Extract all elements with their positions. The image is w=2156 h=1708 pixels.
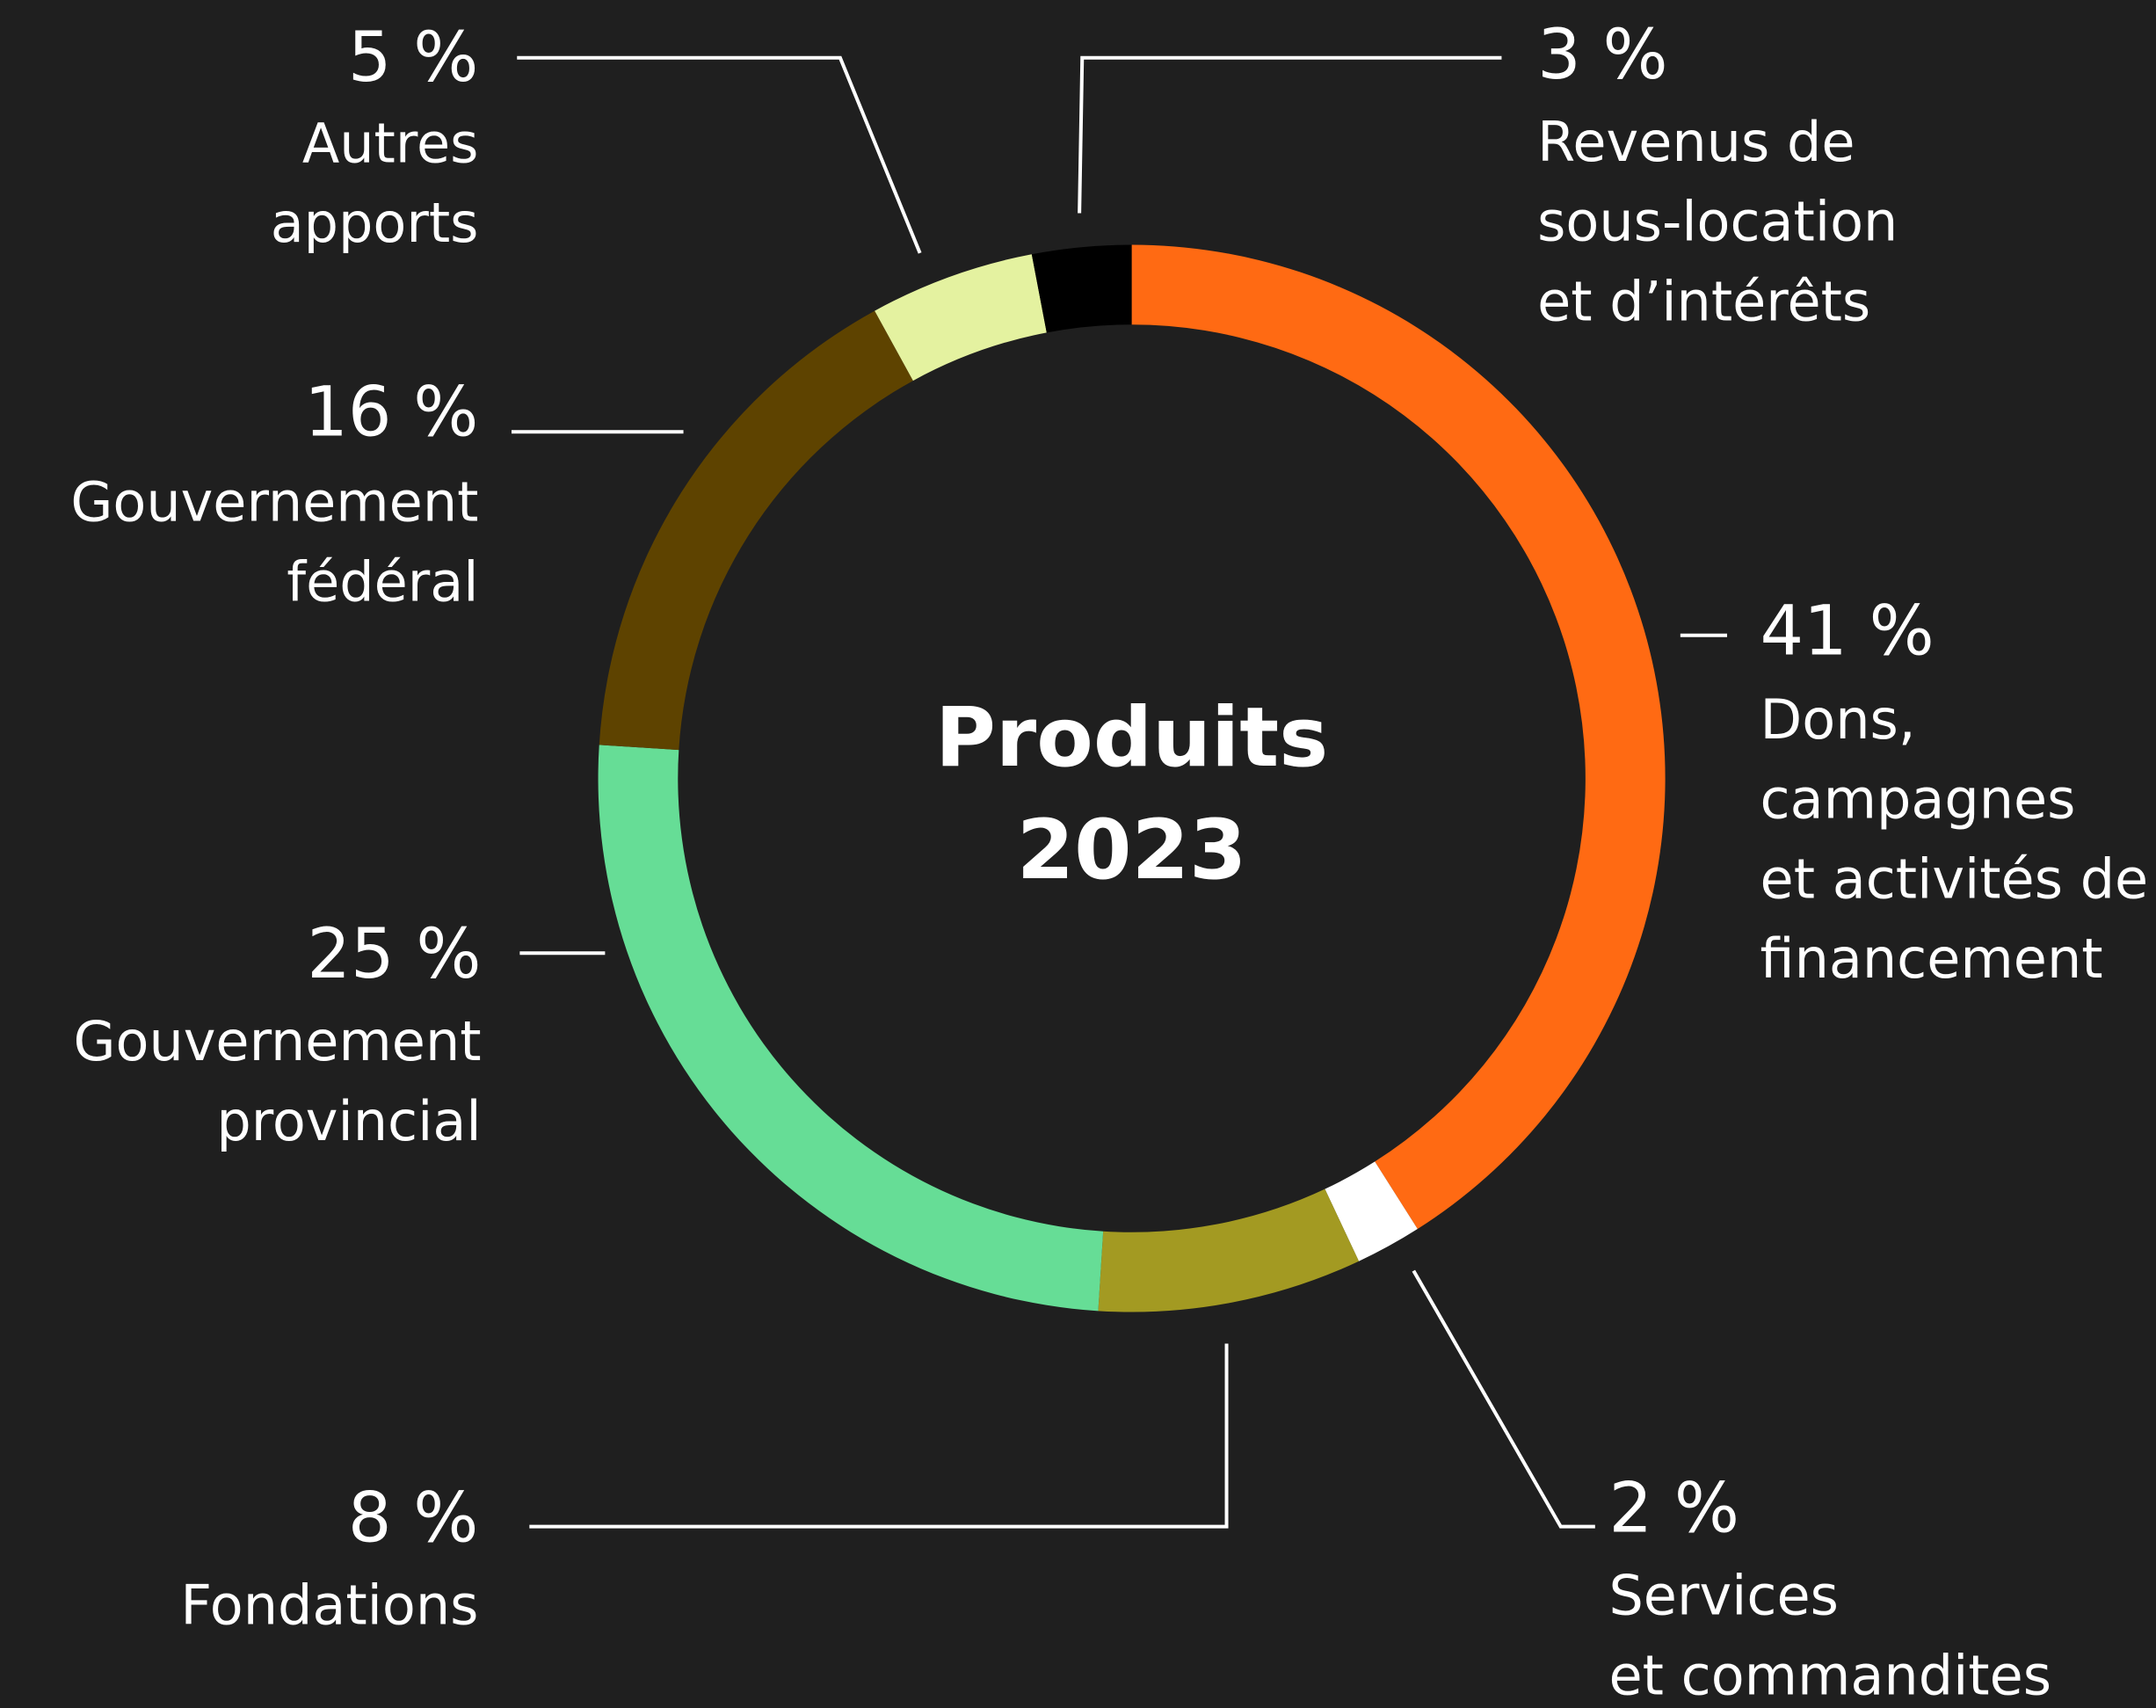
chart-title: Produits 2023 bbox=[935, 690, 1328, 898]
donut-segment bbox=[1325, 1161, 1418, 1261]
category-label: Autres apports bbox=[271, 111, 479, 255]
category-label: Gouvernement fédéral bbox=[70, 470, 478, 614]
leader-line bbox=[529, 1343, 1229, 1529]
category-label: Services et commandites bbox=[1608, 1564, 2051, 1708]
value-label: 5 % bbox=[348, 18, 479, 98]
category-label: Gouvernement provincial bbox=[73, 1009, 481, 1153]
category-label: Fondations bbox=[180, 1574, 478, 1638]
donut-segment bbox=[1131, 244, 1666, 1230]
value-label: 2 % bbox=[1608, 1469, 1739, 1548]
donut-segment bbox=[1031, 244, 1132, 333]
donut-segment bbox=[598, 745, 1104, 1312]
value-label: 3 % bbox=[1537, 16, 1668, 95]
value-label: 25 % bbox=[307, 915, 481, 994]
donut-segment bbox=[875, 254, 1047, 382]
value-label: 8 % bbox=[348, 1479, 479, 1558]
donut-segment bbox=[599, 310, 913, 751]
value-label: 41 % bbox=[1760, 592, 1935, 671]
category-label: Dons, campagnes et activités de financement bbox=[1760, 687, 2149, 991]
leader-line bbox=[1412, 1269, 1595, 1529]
donut-segment bbox=[1098, 1188, 1360, 1312]
leader-line bbox=[517, 55, 922, 254]
category-label: Revenus de sous-location et d’intérêts bbox=[1537, 110, 1898, 333]
value-label: 16 % bbox=[304, 374, 478, 453]
leader-line bbox=[1078, 55, 1502, 214]
